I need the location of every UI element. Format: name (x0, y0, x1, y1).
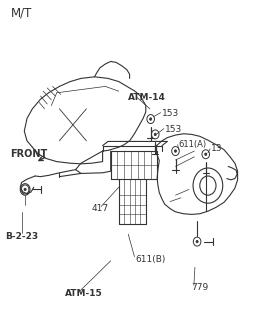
Text: B-2-23: B-2-23 (5, 232, 39, 241)
Text: FRONT: FRONT (10, 149, 48, 159)
Circle shape (24, 188, 26, 191)
Text: 153: 153 (162, 109, 179, 118)
Text: 611(A): 611(A) (178, 140, 206, 149)
Circle shape (154, 133, 156, 136)
Text: 779: 779 (192, 284, 209, 292)
Text: 611(B): 611(B) (135, 255, 165, 264)
Circle shape (150, 118, 152, 120)
Text: M/T: M/T (11, 6, 32, 19)
Circle shape (174, 150, 177, 152)
Text: 13: 13 (211, 144, 222, 153)
Circle shape (205, 153, 207, 156)
Circle shape (196, 240, 198, 243)
Text: ATM-14: ATM-14 (128, 93, 166, 102)
Text: ATM-15: ATM-15 (65, 289, 103, 298)
Text: 153: 153 (165, 125, 182, 134)
Text: 417: 417 (92, 204, 109, 213)
